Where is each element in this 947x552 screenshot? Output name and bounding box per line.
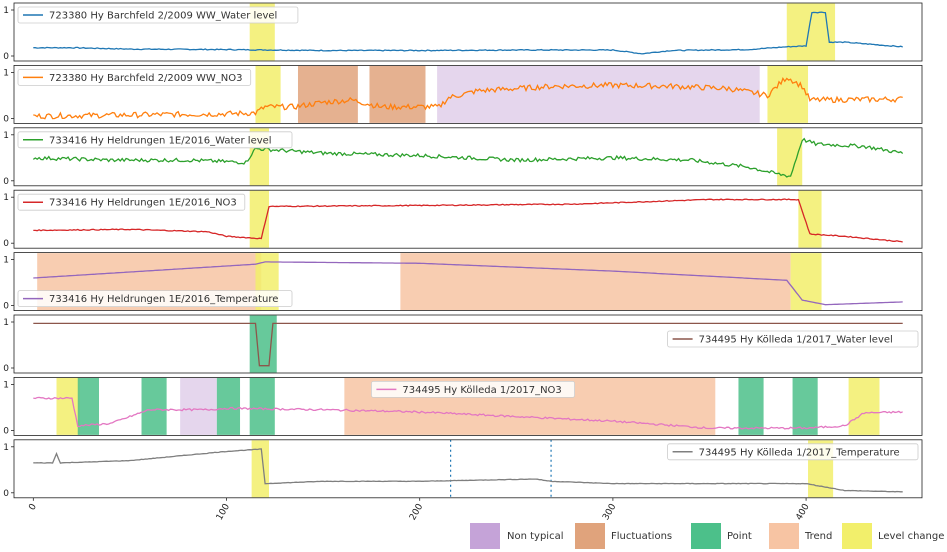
y-tick-label-2-2: 1 [3, 68, 9, 78]
panel-frame-2 [13, 65, 923, 124]
region-non-typical-2-4 [437, 65, 760, 123]
series-legend-label-6: 734495 Hy Kölleda 1/2017_Water level [699, 335, 893, 346]
series-legend-1: 723380 Hy Barchfeld 2/2009 WW_Water leve… [17, 6, 299, 24]
series-line-7 [33, 396, 903, 430]
y-tick-label-3-2: 1 [3, 131, 9, 141]
x-tick-label-1: 0 [27, 502, 39, 512]
series-legend-box-2 [17, 69, 252, 86]
series-line-5 [33, 261, 903, 306]
panel-frame-8 [13, 439, 923, 499]
series-legend-box-3 [17, 131, 293, 149]
region-level-change-2-5 [767, 65, 809, 123]
series-legend-label-4: 733416 Hy Heldrungen 1E/2016_NO3 [49, 198, 237, 209]
panel-6: 0 1 734495 Hy Kölleda 1/2017_Water level [3, 314, 923, 374]
region-fluctuations-2-2 [297, 65, 358, 123]
region-point-7-8 [738, 377, 764, 435]
x-tick-label-3: 200 [408, 502, 425, 522]
y-tick-label-6-1: 0 [3, 364, 9, 374]
region-level-change-4-2 [798, 190, 822, 248]
chart-legend: Non typical Fluctuations Point Trend Lev… [470, 518, 947, 552]
series-legend-label-3: 733416 Hy Heldrungen 1E/2016_Water level [49, 135, 272, 146]
region-point-7-6 [249, 377, 275, 435]
panel-frame-6 [13, 314, 923, 374]
series-legend-label-7: 734495 Hy Kölleda 1/2017_NO3 [402, 385, 561, 396]
legend-swatch-trend [769, 523, 799, 549]
series-line-6 [33, 322, 903, 367]
panel-frame-3 [13, 127, 923, 187]
series-legend-label-5: 733416 Hy Heldrungen 1E/2016_Temperature [49, 294, 278, 305]
panel-frame-4 [13, 189, 923, 249]
panel-8: 0 1 734495 Hy Kölleda 1/2017_Temperature [3, 439, 923, 499]
region-fluctuations-2-3 [369, 65, 426, 123]
series-legend-box-1 [17, 6, 299, 24]
legend-swatch-fluctuations [575, 523, 605, 549]
y-tick-label-1-1: 0 [3, 52, 9, 62]
series-line-8 [33, 448, 903, 493]
y-tick-label-8-2: 1 [3, 443, 9, 453]
legend-label-fluctuations: Fluctuations [611, 531, 673, 542]
series-legend-label-8: 734495 Hy Kölleda 1/2017_Temperature [699, 447, 900, 458]
region-level-change-7-10 [848, 377, 880, 435]
region-trend-5-3 [400, 253, 791, 311]
series-legend-box-4 [17, 193, 246, 211]
region-level-change-1-2 [786, 3, 836, 61]
series-legend-2: 723380 Hy Barchfeld 2/2009 WW_NO3 [17, 69, 252, 86]
y-tick-label-2-1: 0 [3, 114, 9, 124]
series-legend-3: 733416 Hy Heldrungen 1E/2016_Water level [17, 131, 293, 149]
panel-7: 0 1 734495 Hy Kölleda 1/2017_NO3 [3, 376, 923, 436]
series-legend-6: 734495 Hy Kölleda 1/2017_Water level [667, 330, 919, 348]
series-legend-label-2: 723380 Hy Barchfeld 2/2009 WW_NO3 [49, 73, 243, 84]
panel-4: 0 1 733416 Hy Heldrungen 1E/2016_NO3 [3, 189, 923, 249]
panel-frame-5 [13, 252, 923, 312]
series-legend-7: 734495 Hy Kölleda 1/2017_NO3 [371, 380, 576, 398]
region-point-7-3 [141, 377, 167, 435]
x-tick-label-2: 100 [215, 502, 232, 522]
panel-2: 0 1 723380 Hy Barchfeld 2/2009 WW_NO3 [3, 65, 923, 124]
legend-swatch-level-change [842, 523, 872, 549]
legend-label-point: Point [727, 531, 752, 542]
series-line-1 [33, 11, 903, 55]
legend-label-non-typical: Non typical [507, 531, 564, 542]
y-tick-label-1-2: 1 [3, 6, 9, 16]
region-point-7-5 [216, 377, 241, 435]
series-legend-box-6 [667, 330, 919, 348]
y-tick-label-7-2: 1 [3, 380, 9, 390]
region-point-7-2 [77, 377, 100, 435]
legend-label-level-change: Level change [878, 531, 945, 542]
panel-5: 0 1 733416 Hy Heldrungen 1E/2016_Temperatu… [3, 252, 923, 312]
panel-3: 0 1 733416 Hy Heldrungen 1E/2016_Water lev… [3, 127, 923, 187]
series-legend-box-5 [17, 290, 293, 308]
series-legend-label-1: 723380 Hy Barchfeld 2/2009 WW_Water leve… [49, 11, 277, 22]
region-level-change-2-1 [255, 65, 281, 123]
y-tick-label-3-1: 0 [3, 177, 9, 187]
series-legend-8: 734495 Hy Kölleda 1/2017_Temperature [667, 443, 919, 461]
y-tick-label-4-1: 0 [3, 239, 9, 249]
y-tick-label-8-1: 0 [3, 489, 9, 499]
y-tick-label-6-2: 1 [3, 318, 9, 328]
region-level-change-4-1 [249, 190, 270, 248]
region-level-change-7-1 [56, 377, 80, 435]
series-legend-4: 733416 Hy Heldrungen 1E/2016_NO3 [17, 193, 246, 211]
series-legend-box-8 [667, 443, 919, 461]
legend-swatch-non-typical [470, 523, 500, 549]
legend-swatch-point [691, 523, 721, 549]
y-tick-label-7-1: 0 [3, 426, 9, 436]
region-level-change-5-4 [790, 253, 822, 311]
series-line-2 [33, 76, 903, 120]
region-non-typical-7-4 [180, 377, 217, 435]
series-line-3 [32, 137, 904, 178]
series-line-4 [33, 198, 903, 243]
y-tick-label-5-2: 1 [3, 256, 9, 266]
y-tick-label-5-1: 0 [3, 302, 9, 312]
panel-1: 0 1 723380 Hy Barchfeld 2/2009 WW_Water le… [3, 2, 923, 62]
series-legend-5: 733416 Hy Heldrungen 1E/2016_Temperature [17, 290, 293, 308]
y-tick-label-4-2: 1 [3, 193, 9, 203]
series-legend-box-7 [371, 380, 576, 398]
panel-frame-1 [13, 2, 923, 62]
legend-label-trend: Trend [805, 531, 833, 542]
region-point-7-9 [792, 377, 818, 435]
panel-frame-7 [13, 376, 923, 436]
